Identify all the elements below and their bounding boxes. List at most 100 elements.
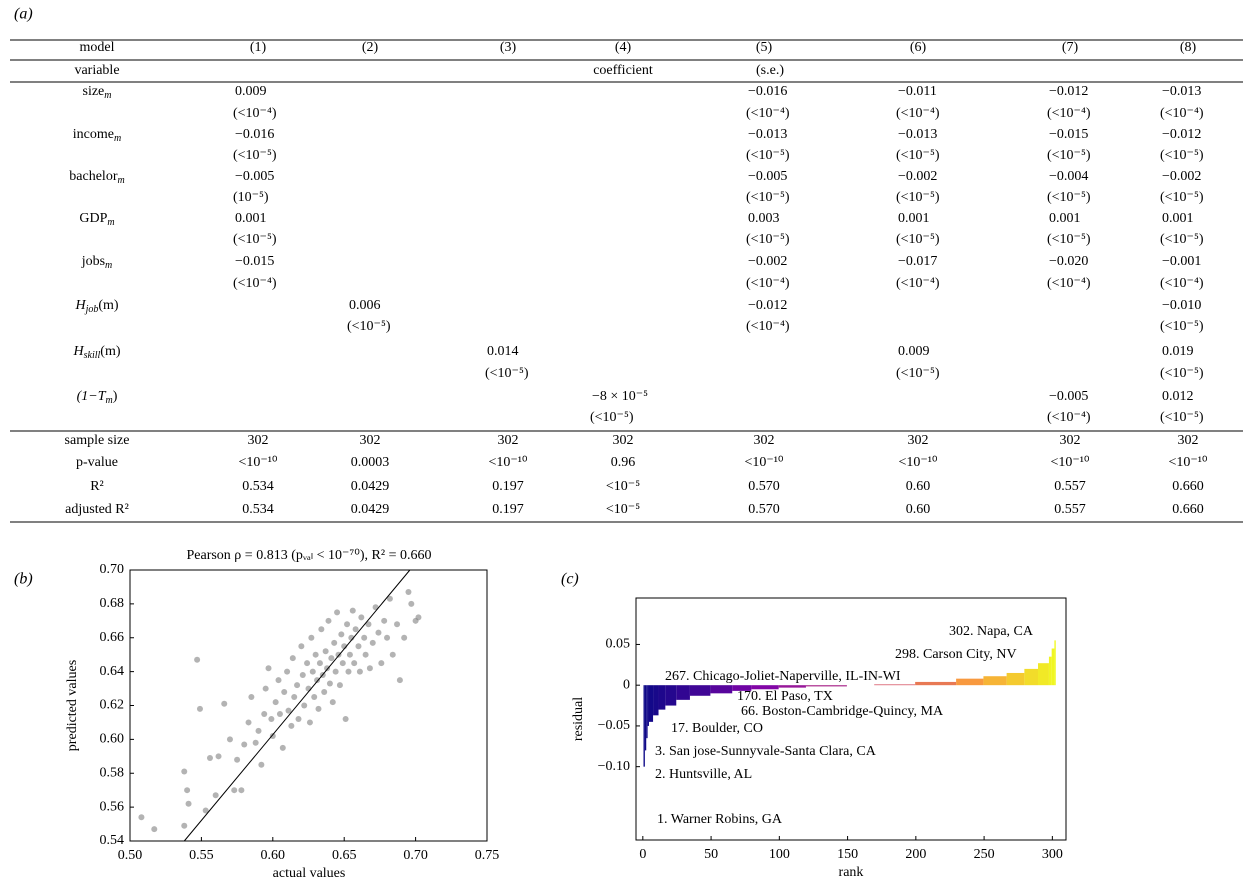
bar — [1048, 656, 1052, 686]
point — [275, 677, 282, 684]
coefficient: −0.016 — [748, 84, 787, 99]
point — [285, 707, 292, 714]
point — [151, 826, 158, 833]
variable-sub: m — [117, 175, 124, 186]
variable-sub: m — [107, 217, 114, 228]
point — [358, 614, 365, 621]
point — [405, 589, 412, 596]
bar — [751, 685, 779, 690]
variable-tail: (m) — [98, 298, 119, 313]
point — [308, 634, 315, 641]
bar — [646, 685, 648, 739]
y-tick-label: 0 — [623, 677, 630, 692]
table-header: (3) — [500, 40, 517, 55]
point — [184, 787, 191, 794]
point — [375, 629, 382, 636]
y-tick-label: 0.68 — [100, 596, 125, 611]
x-tick-label: 0.50 — [118, 848, 143, 863]
coefficient: 0.012 — [1162, 389, 1194, 404]
bar — [647, 685, 649, 726]
stat-value: 0.0429 — [351, 479, 390, 494]
annotation: 17. Boulder, CO — [671, 721, 763, 736]
standard-error: (<10⁻⁵) — [746, 190, 790, 205]
standard-error: (<10⁻⁵) — [896, 148, 940, 163]
stat-value: <10⁻¹⁰ — [1050, 455, 1089, 470]
coefficient: 0.006 — [349, 298, 381, 313]
point — [394, 621, 401, 628]
stat-value: <10⁻¹⁰ — [744, 455, 783, 470]
point — [304, 660, 311, 667]
x-tick-label: 0.55 — [189, 848, 214, 863]
point — [342, 716, 349, 723]
standard-error: (<10⁻⁴) — [1160, 106, 1204, 121]
point — [384, 634, 391, 641]
point — [415, 614, 422, 621]
point — [325, 617, 332, 624]
panel-label: (a) — [14, 6, 33, 23]
table-header: model — [80, 40, 115, 55]
variable-sub: job — [84, 304, 99, 315]
coefficient: −0.001 — [1162, 254, 1201, 269]
point — [331, 639, 338, 646]
point — [322, 648, 329, 655]
coefficient: 0.009 — [235, 84, 267, 99]
stat-value: 0.570 — [748, 502, 780, 517]
y-tick-label: 0.66 — [100, 630, 125, 645]
point — [181, 768, 188, 775]
stat-value: 302 — [360, 433, 381, 448]
coefficient: 0.009 — [898, 344, 930, 359]
point — [326, 680, 333, 687]
standard-error: (<10⁻⁵) — [590, 410, 634, 425]
y-tick-label: −0.10 — [598, 759, 630, 774]
point — [261, 710, 268, 717]
standard-error: (<10⁻⁵) — [347, 319, 391, 334]
point — [311, 694, 318, 701]
point — [294, 682, 301, 689]
point — [386, 595, 393, 602]
stat-value: <10⁻⁵ — [606, 502, 640, 517]
point — [298, 643, 305, 650]
plot-frame — [635, 597, 1067, 841]
standard-error: (<10⁻⁵) — [896, 232, 940, 247]
point — [356, 668, 363, 675]
standard-error: (<10⁻⁴) — [746, 276, 790, 291]
stat-value: 302 — [248, 433, 269, 448]
point — [138, 814, 145, 821]
stat-value: 0.557 — [1054, 502, 1086, 517]
point — [366, 665, 373, 672]
point — [241, 741, 248, 748]
point — [349, 607, 356, 614]
table-subheader: variable — [74, 63, 119, 78]
point — [196, 705, 203, 712]
coefficient: −0.013 — [748, 127, 787, 142]
coefficient: 0.001 — [1049, 211, 1081, 226]
y-tick-label: 0.05 — [606, 637, 631, 652]
coefficient: −0.012 — [1049, 84, 1088, 99]
stat-value: 0.60 — [906, 479, 931, 494]
y-tick-label: 0.56 — [100, 799, 125, 814]
y-axis-label: residual — [571, 697, 586, 741]
variable-base: H — [74, 298, 86, 313]
point — [361, 634, 368, 641]
stat-label: sample size — [65, 433, 130, 448]
variable-sub: m — [104, 90, 111, 101]
coefficient: −0.013 — [1162, 84, 1201, 99]
stat-value: 0.660 — [1172, 479, 1204, 494]
bar — [689, 685, 711, 696]
coefficient: 0.001 — [898, 211, 930, 226]
point — [181, 822, 188, 829]
standard-error: (<10⁻⁴) — [746, 319, 790, 334]
point — [316, 660, 323, 667]
point — [206, 755, 213, 762]
row-variable: Hjob(m) — [74, 298, 118, 315]
x-tick-label: 150 — [837, 847, 858, 862]
point — [332, 668, 339, 675]
point — [389, 651, 396, 658]
standard-error: (<10⁻⁴) — [1160, 276, 1204, 291]
variable-base: H — [72, 344, 84, 359]
y-tick-label: 0.54 — [100, 833, 125, 848]
point — [355, 643, 362, 650]
point — [329, 699, 336, 706]
point — [234, 756, 241, 763]
point — [315, 705, 322, 712]
